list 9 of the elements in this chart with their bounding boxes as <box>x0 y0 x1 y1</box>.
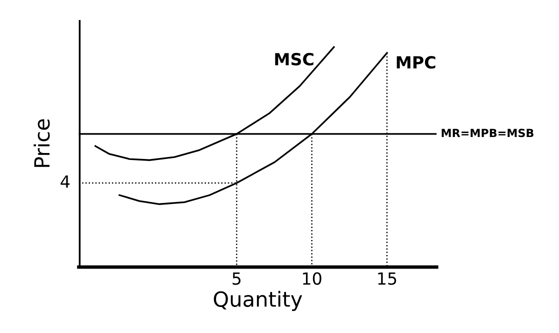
series-label: MR=MPB=MSB <box>442 128 534 138</box>
annotation: 4 <box>60 175 70 188</box>
series-label: MPC <box>396 56 436 69</box>
x-axis-title: Quantity <box>214 290 302 311</box>
x-tick-label: 15 <box>378 272 396 285</box>
y-axis-title: Price <box>34 119 50 167</box>
x-tick-label: 5 <box>232 272 240 285</box>
series-label: MSC <box>275 52 314 66</box>
x-tick-label: 10 <box>303 272 322 285</box>
